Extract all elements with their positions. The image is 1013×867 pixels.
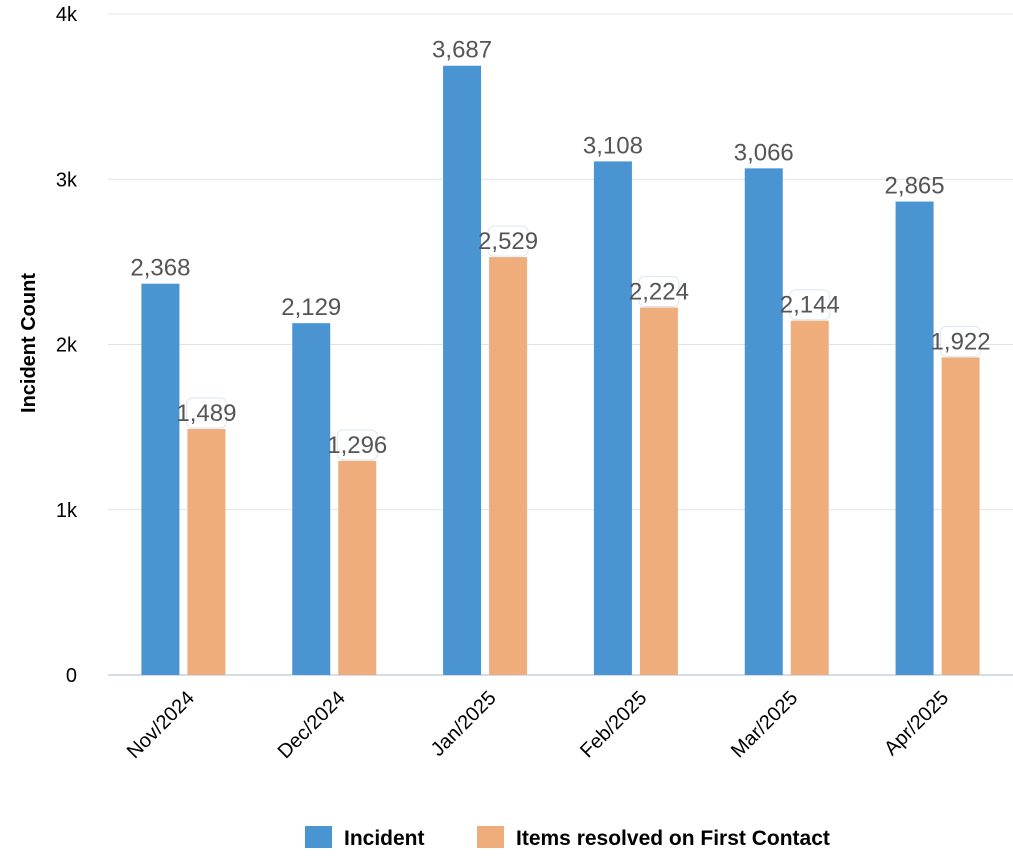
legend-label[interactable]: Incident [344, 827, 425, 850]
legend-swatch [305, 826, 332, 848]
data-label: 2,129 [281, 294, 341, 321]
data-label: 1,489 [176, 400, 236, 427]
bar-incident[interactable] [593, 161, 632, 675]
x-tick-label: Feb/2025 [576, 687, 651, 762]
legend-label[interactable]: Items resolved on First Contact [516, 827, 830, 850]
bar-incident[interactable] [744, 168, 783, 675]
data-label: 3,108 [583, 132, 643, 159]
y-tick-label: 2k [56, 335, 78, 357]
x-tick-label: Nov/2024 [123, 687, 199, 763]
bar-first-contact[interactable] [489, 257, 528, 675]
data-label: 2,368 [130, 255, 190, 282]
data-label-backdrop [487, 225, 529, 257]
y-axis-label: Incident Count [18, 273, 40, 413]
data-label: 1,922 [931, 328, 991, 355]
bar-incident[interactable] [292, 323, 331, 675]
bar-first-contact[interactable] [790, 320, 829, 675]
y-tick-label: 4k [56, 4, 78, 26]
x-tick-label: Mar/2025 [727, 687, 802, 762]
bar-incident[interactable] [141, 283, 180, 675]
y-tick-label: 3k [56, 169, 78, 191]
legend: Incident Items resolved on First Contact [305, 826, 830, 850]
bar-first-contact[interactable] [187, 428, 226, 675]
bar-first-contact[interactable] [338, 460, 377, 675]
data-label: 3,687 [432, 37, 492, 64]
bar-first-contact[interactable] [941, 357, 980, 675]
data-label: 1,296 [327, 432, 387, 459]
bar-incident[interactable] [895, 201, 934, 675]
data-label: 3,066 [734, 139, 794, 166]
y-tick-label: 0 [66, 665, 77, 687]
bar-first-contact[interactable] [639, 307, 678, 675]
data-label: 2,529 [478, 228, 538, 255]
data-label-backdrop [638, 275, 680, 307]
x-tick-label: Jan/2025 [427, 687, 501, 761]
data-label-backdrop [336, 429, 378, 461]
data-label: 2,144 [780, 292, 840, 319]
data-label: 2,224 [629, 278, 689, 305]
legend-swatch [477, 826, 504, 848]
data-label: 2,865 [885, 173, 945, 200]
data-label-backdrop [789, 289, 831, 321]
x-tick-label: Dec/2024 [274, 687, 350, 763]
bar-incident[interactable] [443, 65, 482, 675]
x-tick-label: Apr/2025 [880, 687, 953, 760]
data-label-backdrop [185, 397, 227, 429]
data-label-backdrop [940, 325, 982, 357]
y-tick-label: 1k [56, 500, 78, 522]
